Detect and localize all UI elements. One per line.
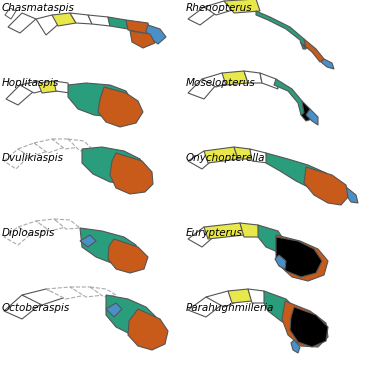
Text: Eurypterus: Eurypterus: [186, 228, 243, 238]
Polygon shape: [282, 301, 328, 347]
Polygon shape: [108, 239, 148, 273]
Polygon shape: [106, 303, 122, 317]
Polygon shape: [206, 291, 244, 307]
Polygon shape: [128, 309, 168, 350]
Polygon shape: [275, 255, 286, 269]
Text: Octoberaspis: Octoberaspis: [2, 303, 70, 313]
Text: Chasmataspis: Chasmataspis: [2, 3, 75, 13]
Polygon shape: [250, 149, 268, 163]
Polygon shape: [202, 73, 236, 87]
Polygon shape: [274, 79, 304, 115]
Polygon shape: [54, 81, 70, 93]
Polygon shape: [80, 235, 96, 247]
Polygon shape: [70, 287, 104, 297]
Polygon shape: [248, 289, 266, 303]
Polygon shape: [18, 221, 50, 235]
Polygon shape: [54, 219, 80, 229]
Polygon shape: [146, 25, 166, 44]
Polygon shape: [188, 151, 216, 169]
Polygon shape: [204, 1, 236, 15]
Polygon shape: [304, 167, 348, 205]
Polygon shape: [222, 71, 248, 85]
Polygon shape: [290, 307, 328, 347]
Polygon shape: [234, 147, 252, 159]
Polygon shape: [106, 295, 156, 335]
Polygon shape: [188, 79, 216, 99]
Polygon shape: [228, 289, 252, 303]
Text: Parahughmilleria: Parahughmilleria: [186, 303, 275, 313]
Polygon shape: [4, 227, 32, 245]
Polygon shape: [46, 287, 86, 299]
Polygon shape: [126, 20, 150, 34]
Polygon shape: [38, 81, 58, 93]
Polygon shape: [22, 289, 66, 305]
Polygon shape: [18, 143, 48, 157]
Polygon shape: [36, 15, 62, 35]
Polygon shape: [276, 237, 322, 277]
Polygon shape: [34, 139, 65, 153]
Polygon shape: [90, 287, 116, 297]
Polygon shape: [70, 13, 92, 24]
Polygon shape: [306, 109, 318, 125]
Polygon shape: [188, 297, 224, 317]
Text: Dvulikiaspis: Dvulikiaspis: [2, 153, 64, 163]
Polygon shape: [204, 147, 238, 163]
Text: Moselopterus: Moselopterus: [186, 78, 256, 88]
Text: Diploaspis: Diploaspis: [2, 228, 55, 238]
Polygon shape: [4, 295, 42, 319]
Polygon shape: [188, 7, 216, 25]
Polygon shape: [244, 71, 262, 83]
Polygon shape: [20, 81, 50, 93]
Polygon shape: [300, 39, 324, 62]
Polygon shape: [8, 13, 36, 33]
Polygon shape: [6, 85, 34, 105]
Polygon shape: [52, 139, 80, 149]
Polygon shape: [68, 83, 132, 117]
Text: Rhenopterus: Rhenopterus: [186, 3, 252, 13]
Polygon shape: [256, 11, 306, 49]
Polygon shape: [301, 101, 312, 121]
Polygon shape: [260, 73, 278, 89]
Polygon shape: [5, 8, 16, 19]
Polygon shape: [240, 223, 260, 237]
Polygon shape: [258, 225, 286, 253]
Polygon shape: [188, 227, 218, 247]
Polygon shape: [98, 87, 143, 127]
Polygon shape: [108, 17, 128, 29]
Polygon shape: [276, 235, 328, 281]
Polygon shape: [88, 15, 110, 26]
Text: Onychopterella: Onychopterella: [186, 153, 265, 163]
Polygon shape: [130, 31, 155, 48]
Polygon shape: [224, 0, 260, 13]
Polygon shape: [204, 223, 244, 239]
Text: Hoplitaspis: Hoplitaspis: [2, 78, 59, 88]
Polygon shape: [68, 139, 92, 151]
Polygon shape: [291, 340, 300, 353]
Polygon shape: [321, 59, 334, 69]
Polygon shape: [4, 149, 30, 169]
Polygon shape: [82, 147, 147, 184]
Polygon shape: [36, 219, 66, 231]
Polygon shape: [264, 291, 300, 329]
Polygon shape: [346, 187, 358, 203]
Polygon shape: [266, 153, 332, 193]
Polygon shape: [110, 153, 153, 194]
Polygon shape: [80, 228, 138, 264]
Polygon shape: [52, 13, 76, 26]
